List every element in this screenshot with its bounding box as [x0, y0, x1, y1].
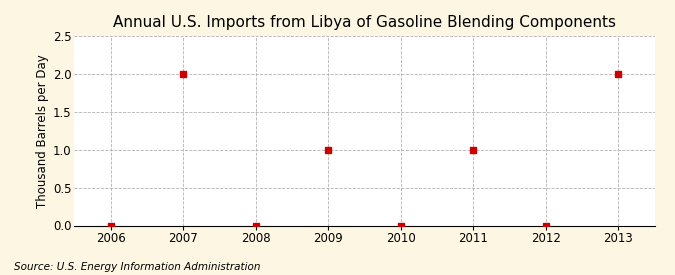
Y-axis label: Thousand Barrels per Day: Thousand Barrels per Day: [36, 54, 49, 208]
Text: Source: U.S. Energy Information Administration: Source: U.S. Energy Information Administ…: [14, 262, 260, 272]
Title: Annual U.S. Imports from Libya of Gasoline Blending Components: Annual U.S. Imports from Libya of Gasoli…: [113, 15, 616, 31]
